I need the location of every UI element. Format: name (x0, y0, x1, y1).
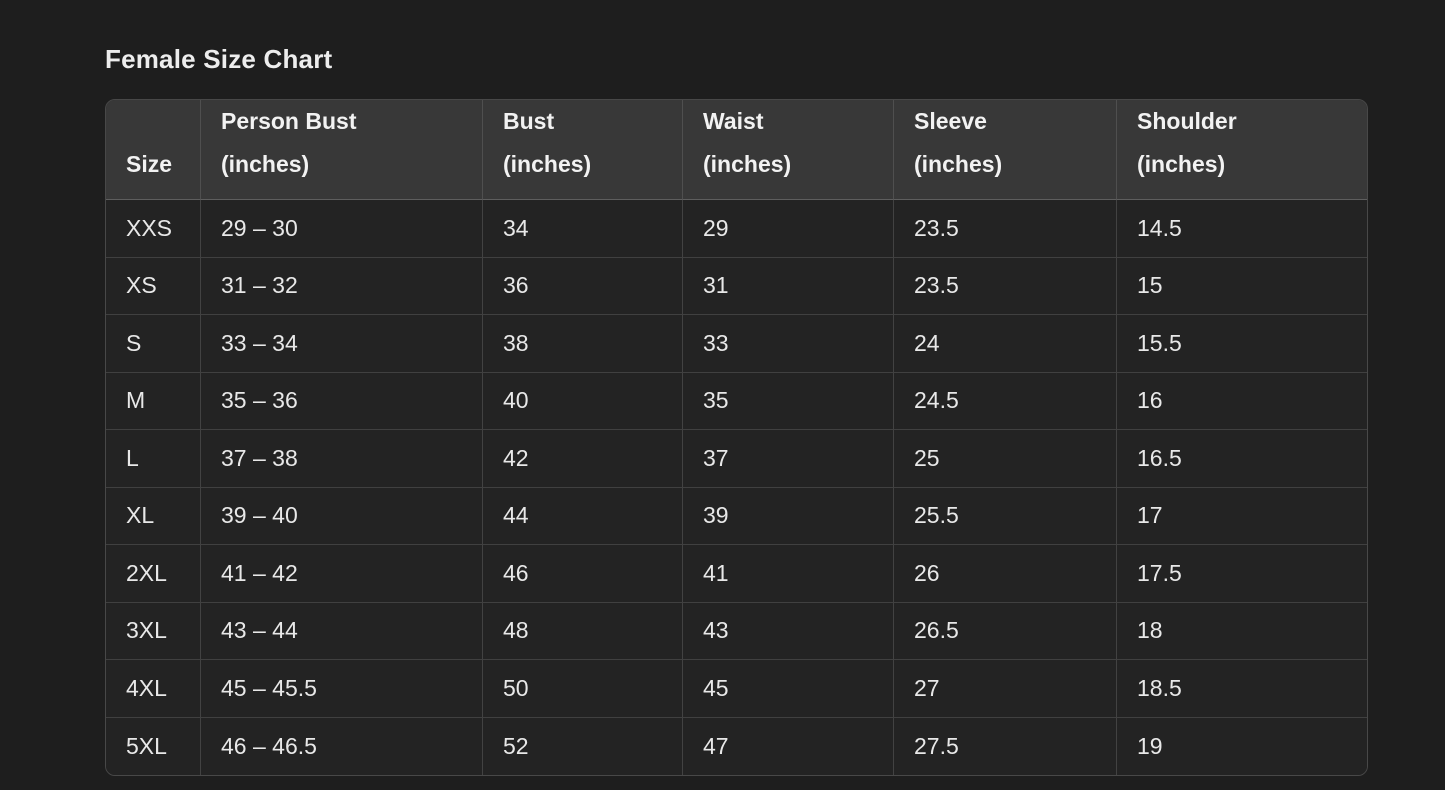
cell-waist: 41 (683, 545, 894, 603)
cell-person-bust: 43 – 44 (201, 602, 483, 660)
cell-shoulder: 15.5 (1117, 315, 1367, 373)
cell-size: 4XL (106, 660, 201, 718)
cell-sleeve: 27 (894, 660, 1117, 718)
cell-person-bust: 41 – 42 (201, 545, 483, 603)
column-header-waist: Waist (inches) (683, 100, 894, 200)
header-label: Sleeve (914, 108, 987, 134)
cell-size: 3XL (106, 602, 201, 660)
cell-person-bust: 37 – 38 (201, 430, 483, 488)
cell-size: 2XL (106, 545, 201, 603)
cell-bust: 46 (483, 545, 683, 603)
table-row: 2XL 41 – 42 46 41 26 17.5 (106, 545, 1367, 603)
cell-waist: 31 (683, 257, 894, 315)
cell-shoulder: 16.5 (1117, 430, 1367, 488)
cell-person-bust: 46 – 46.5 (201, 717, 483, 775)
header-label-line2: (inches) (914, 151, 1003, 177)
cell-person-bust: 35 – 36 (201, 372, 483, 430)
cell-bust: 50 (483, 660, 683, 718)
column-header-person-bust: Person Bust (inches) (201, 100, 483, 200)
cell-waist: 33 (683, 315, 894, 373)
cell-sleeve: 25 (894, 430, 1117, 488)
column-header-shoulder: Shoulder (inches) (1117, 100, 1367, 200)
cell-sleeve: 23.5 (894, 257, 1117, 315)
cell-person-bust: 29 – 30 (201, 200, 483, 258)
header-label: Shoulder (1137, 108, 1237, 134)
cell-bust: 44 (483, 487, 683, 545)
table-row: 4XL 45 – 45.5 50 45 27 18.5 (106, 660, 1367, 718)
header-label-line2: (inches) (703, 151, 792, 177)
column-header-sleeve: Sleeve (inches) (894, 100, 1117, 200)
cell-bust: 34 (483, 200, 683, 258)
cell-bust: 52 (483, 717, 683, 775)
size-chart-table: Size Person Bust (inches) Bust (inches) … (106, 100, 1367, 775)
cell-waist: 47 (683, 717, 894, 775)
table-row: 5XL 46 – 46.5 52 47 27.5 19 (106, 717, 1367, 775)
cell-sleeve: 24 (894, 315, 1117, 373)
table-row: 3XL 43 – 44 48 43 26.5 18 (106, 602, 1367, 660)
column-header-bust: Bust (inches) (483, 100, 683, 200)
table-row: XXS 29 – 30 34 29 23.5 14.5 (106, 200, 1367, 258)
cell-waist: 43 (683, 602, 894, 660)
table-row: S 33 – 34 38 33 24 15.5 (106, 315, 1367, 373)
header-label-line2: (inches) (221, 151, 310, 177)
size-chart-table-container: Size Person Bust (inches) Bust (inches) … (105, 99, 1368, 776)
table-row: XS 31 – 32 36 31 23.5 15 (106, 257, 1367, 315)
cell-sleeve: 23.5 (894, 200, 1117, 258)
cell-bust: 38 (483, 315, 683, 373)
cell-waist: 39 (683, 487, 894, 545)
table-row: L 37 – 38 42 37 25 16.5 (106, 430, 1367, 488)
cell-bust: 42 (483, 430, 683, 488)
table-row: M 35 – 36 40 35 24.5 16 (106, 372, 1367, 430)
cell-size: S (106, 315, 201, 373)
header-label: Size (126, 151, 173, 177)
cell-person-bust: 45 – 45.5 (201, 660, 483, 718)
cell-shoulder: 17.5 (1117, 545, 1367, 603)
cell-shoulder: 18 (1117, 602, 1367, 660)
cell-shoulder: 17 (1117, 487, 1367, 545)
header-label: Person Bust (221, 108, 357, 134)
cell-sleeve: 26 (894, 545, 1117, 603)
header-label: Waist (703, 108, 764, 134)
cell-person-bust: 39 – 40 (201, 487, 483, 545)
cell-size: XS (106, 257, 201, 315)
cell-size: L (106, 430, 201, 488)
cell-size: XL (106, 487, 201, 545)
cell-size: 5XL (106, 717, 201, 775)
cell-waist: 45 (683, 660, 894, 718)
header-label: Bust (503, 108, 555, 134)
cell-waist: 35 (683, 372, 894, 430)
cell-bust: 48 (483, 602, 683, 660)
cell-shoulder: 19 (1117, 717, 1367, 775)
header-label-line2: (inches) (503, 151, 592, 177)
cell-waist: 37 (683, 430, 894, 488)
cell-shoulder: 15 (1117, 257, 1367, 315)
cell-size: XXS (106, 200, 201, 258)
column-header-size: Size (106, 100, 201, 200)
cell-sleeve: 25.5 (894, 487, 1117, 545)
cell-sleeve: 27.5 (894, 717, 1117, 775)
cell-shoulder: 18.5 (1117, 660, 1367, 718)
cell-bust: 40 (483, 372, 683, 430)
cell-person-bust: 31 – 32 (201, 257, 483, 315)
header-row: Size Person Bust (inches) Bust (inches) … (106, 100, 1367, 200)
cell-shoulder: 16 (1117, 372, 1367, 430)
cell-sleeve: 24.5 (894, 372, 1117, 430)
page-title: Female Size Chart (105, 44, 333, 74)
cell-bust: 36 (483, 257, 683, 315)
cell-person-bust: 33 – 34 (201, 315, 483, 373)
table-header: Size Person Bust (inches) Bust (inches) … (106, 100, 1367, 200)
header-label-line2: (inches) (1137, 151, 1226, 177)
cell-size: M (106, 372, 201, 430)
cell-waist: 29 (683, 200, 894, 258)
cell-shoulder: 14.5 (1117, 200, 1367, 258)
table-row: XL 39 – 40 44 39 25.5 17 (106, 487, 1367, 545)
cell-sleeve: 26.5 (894, 602, 1117, 660)
table-body: XXS 29 – 30 34 29 23.5 14.5 XS 31 – 32 36 31 23.5 1… (106, 200, 1367, 775)
